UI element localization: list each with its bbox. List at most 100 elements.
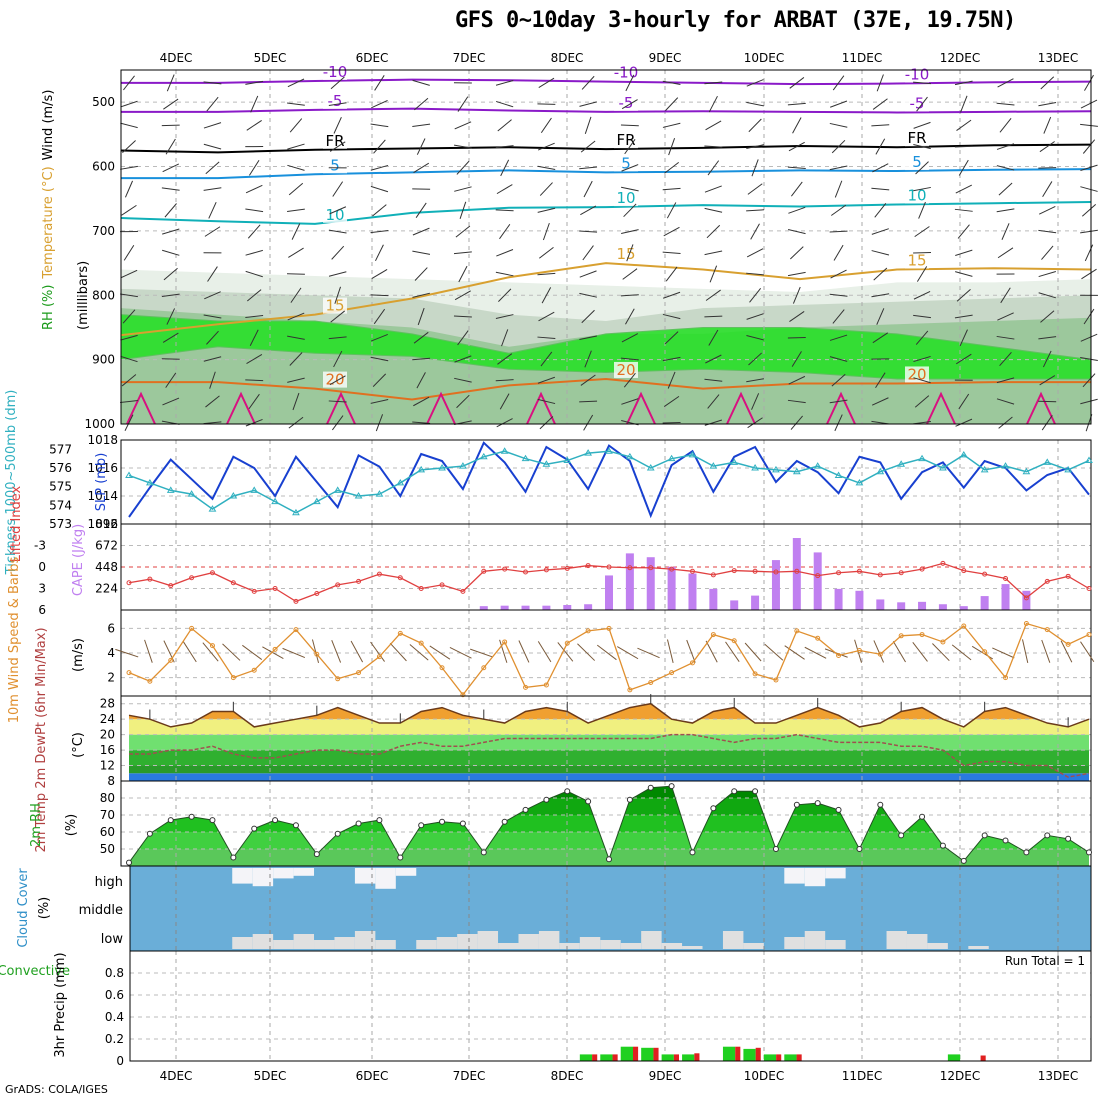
dewpoint-line (129, 733, 1090, 778)
wind-barb-10m (202, 642, 219, 662)
precip-panel: 0 0.2 0.4 0.6 0.8 Run Total = 1 Total / Rain C… (0, 950, 1092, 1068)
cloud-low-bar (559, 943, 580, 949)
wind-barb-10m (666, 639, 674, 663)
wind-barb (579, 292, 597, 298)
precip-convective-bar (694, 1053, 700, 1061)
cloud-high-bar (252, 868, 274, 887)
wind-barb (412, 421, 431, 424)
wind-barb (913, 314, 931, 319)
precip-axis-label: 3hr Precip (mm) (53, 952, 68, 1057)
wind-barb (956, 119, 972, 131)
wind-barb (1081, 268, 1097, 280)
isotherm-25-ridge (226, 391, 256, 425)
wind-speed-point (940, 639, 946, 645)
wind-barb-10m (557, 642, 574, 662)
wind-barb (1080, 357, 1098, 361)
cape-tick-label: 896 (95, 517, 118, 531)
lifted-index-point (1023, 595, 1029, 601)
rh-point (418, 822, 425, 829)
cloud-row-label: middle (79, 903, 123, 918)
wind-barb (831, 139, 846, 154)
wind-speed-point (1003, 675, 1009, 681)
wind-barb (205, 161, 220, 175)
isotherm-25-ridge (526, 391, 556, 425)
wind-barb (1038, 229, 1057, 234)
wind-barb (620, 124, 639, 127)
wind-barb (748, 352, 763, 366)
wind-barb (915, 330, 929, 345)
wind-barb (203, 314, 222, 319)
wind-barb (913, 355, 931, 363)
cape-li-panel: -3 0 3 6 224 448 672 896 Lifted Index CAPE (J/kg) (9, 485, 1092, 617)
wind-barb (416, 372, 426, 389)
lifted-index-point (731, 568, 737, 574)
wind-barb-10m (617, 646, 639, 660)
wind-barb (374, 75, 385, 91)
wind-barb (954, 145, 973, 148)
wind-speed-point (251, 667, 257, 673)
thickness-point (125, 471, 133, 478)
wind-barb-10m (725, 641, 740, 662)
wind-barb (288, 182, 304, 196)
wind-barb (621, 333, 639, 343)
wind-barb (579, 230, 598, 233)
wind-barb (704, 250, 723, 256)
rh-point (439, 818, 446, 825)
isotherm-label: 15 (616, 245, 635, 263)
wind-barb (875, 372, 886, 389)
wind-barb (454, 355, 472, 363)
x-tick-label-bottom: 9DEC (649, 1069, 682, 1083)
lifted-index-point (773, 569, 779, 575)
wind-barb (751, 393, 760, 410)
lifted-index-point (648, 565, 654, 571)
lifted-index-point (502, 566, 508, 572)
wind-barb (287, 143, 305, 150)
wind-barb (829, 399, 848, 404)
isotherm-label: 5 (912, 153, 922, 171)
wind-speed-point (147, 678, 153, 684)
cloud-axis-unit: (%) (37, 897, 52, 920)
wind-barb (454, 144, 472, 149)
lifted-index-point (982, 571, 988, 577)
wind-barb (163, 98, 179, 110)
wind-barb (872, 332, 889, 344)
precip-total-bar (579, 1054, 593, 1061)
rh-tick-label: 50 (100, 842, 115, 856)
wind-barb-10m (951, 644, 972, 661)
wind-barb-10m (409, 644, 429, 661)
lifted-index-point (439, 582, 445, 588)
temp-tick-label: 16 (100, 743, 115, 757)
wind-barb (165, 138, 176, 155)
wind-barb-10m (282, 647, 306, 659)
wind-barb (664, 161, 680, 174)
wind-tick-label: 4 (107, 646, 115, 660)
run-total-annotation: Run Total = 1 (1005, 954, 1085, 968)
wind-speed-point (1023, 621, 1029, 627)
wind-barb (1082, 139, 1096, 154)
wind-barb (996, 165, 1015, 171)
wind-barb (955, 271, 973, 277)
thickness-point (876, 467, 885, 475)
wind-barb (1082, 373, 1096, 388)
wind-barb (245, 146, 264, 148)
wind-barb-10m (370, 641, 385, 662)
wind-barb (373, 308, 386, 325)
wind-barb (1038, 336, 1057, 340)
wind-barb (1080, 229, 1098, 234)
wind-barb (248, 160, 260, 176)
wind-barb (958, 159, 969, 176)
thickness-point (751, 464, 759, 471)
wind-barb (1000, 287, 1011, 304)
wind-barb (914, 226, 930, 238)
wind-barb (706, 224, 721, 239)
x-tick-label-top: 9DEC (649, 51, 682, 65)
wind-barb (537, 207, 556, 213)
wind-barb (246, 354, 263, 364)
wind-barb (996, 335, 1015, 340)
thickness-point (667, 454, 676, 462)
wind-barb (750, 223, 760, 240)
temp-tick-label: 12 (100, 759, 115, 773)
wind-barb (998, 416, 1013, 429)
wind-barb (787, 102, 806, 106)
